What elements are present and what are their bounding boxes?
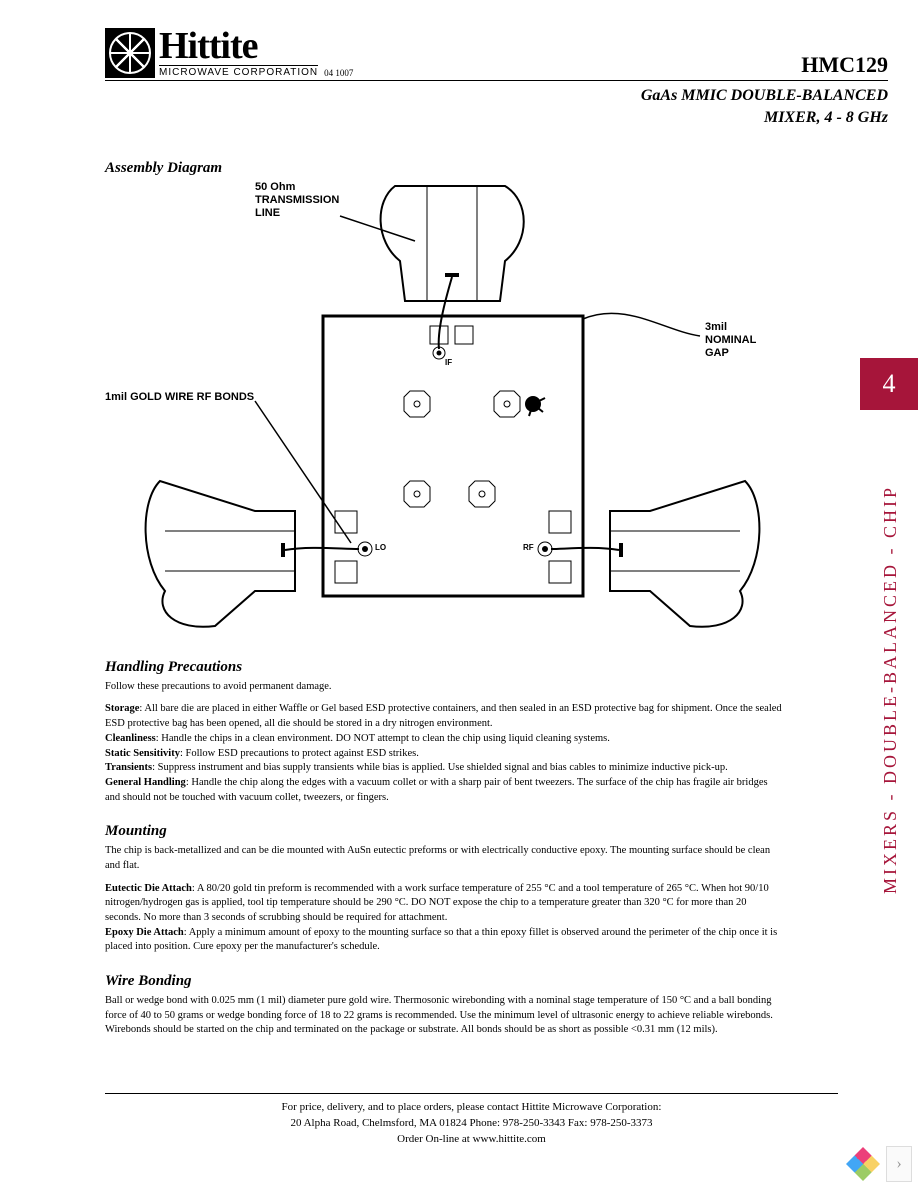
handling-title: Handling Precautions xyxy=(105,659,888,676)
label-gap: 3mil NOMINAL GAP xyxy=(705,321,756,361)
subtitle: GaAs MMIC DOUBLE-BALANCED MIXER, 4 - 8 G… xyxy=(105,85,888,130)
epoxy-text: : Apply a minimum amount of epoxy to the… xyxy=(105,927,777,953)
logo-text: Hittite MICROWAVE CORPORATION xyxy=(159,29,318,78)
label-gold-wire: 1mil GOLD WIRE RF BONDS xyxy=(105,391,254,404)
viewer-controls: › xyxy=(846,1146,912,1182)
viewer-logo-icon xyxy=(846,1147,880,1181)
logo-block: Hittite MICROWAVE CORPORATION 04 1007 xyxy=(105,28,353,78)
assembly-diagram: 50 Ohm TRANSMISSION LINE 1mil GOLD WIRE … xyxy=(105,181,785,641)
assembly-title: Assembly Diagram xyxy=(105,160,888,177)
logo-main: Hittite xyxy=(159,29,318,63)
footer-line3: Order On-line at www.hittite.com xyxy=(397,1133,546,1145)
storage-text: : All bare die are placed in either Waff… xyxy=(105,703,782,729)
eutectic-label: Eutectic Die Attach xyxy=(105,883,192,894)
wire-text: Ball or wedge bond with 0.025 mm (1 mil)… xyxy=(105,994,785,1038)
general-label: General Handling xyxy=(105,777,186,788)
wire-title: Wire Bonding xyxy=(105,973,888,990)
handling-intro: Follow these precautions to avoid perman… xyxy=(105,680,785,695)
part-number: HMC129 xyxy=(801,52,888,78)
subtitle-line1: GaAs MMIC DOUBLE-BALANCED xyxy=(641,87,888,104)
label-50ohm: 50 Ohm TRANSMISSION LINE xyxy=(255,181,339,221)
epoxy-label: Epoxy Die Attach xyxy=(105,927,184,938)
rev-code: 04 1007 xyxy=(324,68,353,78)
eutectic-text: : A 80/20 gold tin preform is recommende… xyxy=(105,883,769,923)
next-page-button[interactable]: › xyxy=(886,1146,912,1182)
trans-label: Transients xyxy=(105,762,152,773)
static-label: Static Sensitivity xyxy=(105,748,180,759)
footer-line2: 20 Alpha Road, Chelmsford, MA 01824 Phon… xyxy=(290,1117,652,1129)
general-text: : Handle the chip along the edges with a… xyxy=(105,777,768,803)
diagram-svg xyxy=(105,181,785,641)
trans-text: : Suppress instrument and bias supply tr… xyxy=(152,762,728,773)
mounting-details: Eutectic Die Attach: A 80/20 gold tin pr… xyxy=(105,882,785,955)
storage-label: Storage xyxy=(105,703,139,714)
page: Hittite MICROWAVE CORPORATION 04 1007 HM… xyxy=(0,0,918,1188)
pin-lo: LO xyxy=(375,543,386,552)
mounting-title: Mounting xyxy=(105,823,888,840)
footer-line1: For price, delivery, and to place orders… xyxy=(282,1101,662,1113)
clean-label: Cleanliness xyxy=(105,733,156,744)
side-tab: 4 xyxy=(860,358,918,410)
footer: For price, delivery, and to place orders… xyxy=(105,1093,838,1148)
side-vertical-text: MIXERS - DOUBLE-BALANCED - CHIP xyxy=(880,440,902,940)
static-text: : Follow ESD precautions to protect agai… xyxy=(180,748,419,759)
header: Hittite MICROWAVE CORPORATION 04 1007 HM… xyxy=(105,28,888,81)
pin-if: IF xyxy=(445,358,452,367)
subtitle-line2: MIXER, 4 - 8 GHz xyxy=(764,109,888,126)
storage-para: Storage: All bare die are placed in eith… xyxy=(105,702,785,805)
pin-rf: RF xyxy=(523,543,534,552)
logo-icon xyxy=(105,28,155,78)
clean-text: : Handle the chips in a clean environmen… xyxy=(156,733,610,744)
logo-sub: MICROWAVE CORPORATION xyxy=(159,65,318,78)
mounting-intro: The chip is back-metallized and can be d… xyxy=(105,844,785,873)
